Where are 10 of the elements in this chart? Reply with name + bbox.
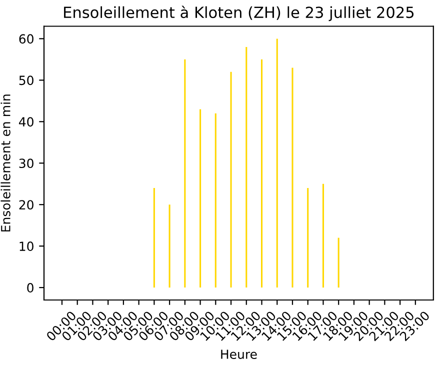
y-tick-label: 30 — [19, 158, 34, 168]
y-tick-label: 20 — [19, 200, 34, 210]
y-tick-label: 0 — [27, 283, 34, 292]
y-tick-label: 10 — [20, 242, 34, 252]
y-tick-label: 60 — [19, 34, 34, 44]
y-tick-label: 40 — [18, 117, 34, 127]
y-axis-title: Ensoleillement en min — [0, 94, 10, 232]
x-axis-title: Heure — [221, 350, 257, 359]
y-tick-label: 50 — [19, 76, 34, 86]
chart-title: Ensoleillement à Kloten (ZH) le 23 julliet 2025 — [64, 6, 414, 22]
